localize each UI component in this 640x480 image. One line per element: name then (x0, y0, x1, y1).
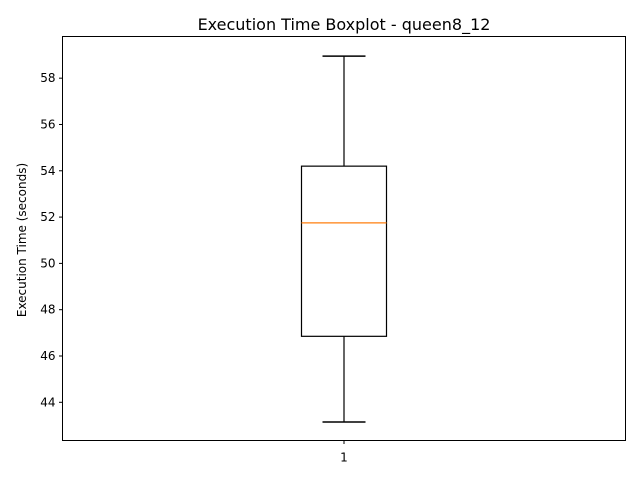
y-tick-label: 56 (40, 117, 55, 131)
y-tick-label: 44 (40, 395, 55, 409)
y-tick-label: 52 (40, 210, 55, 224)
plot-area-frame (62, 36, 626, 441)
y-tick-label: 48 (40, 303, 55, 317)
y-tick-label: 46 (40, 349, 55, 363)
y-tick-label: 50 (40, 256, 55, 270)
y-tick-label: 54 (40, 164, 55, 178)
chart-title: Execution Time Boxplot - queen8_12 (198, 15, 491, 35)
y-axis-label: Execution Time (seconds) (15, 163, 29, 317)
box-iqr (300, 165, 388, 337)
y-axis-ticks: 44 46 48 50 52 54 56 58 (40, 71, 63, 409)
x-tick-label: 1 (340, 451, 348, 465)
x-axis-ticks: 1 (340, 440, 348, 465)
y-tick-label: 58 (40, 71, 55, 85)
box-group (300, 55, 388, 423)
